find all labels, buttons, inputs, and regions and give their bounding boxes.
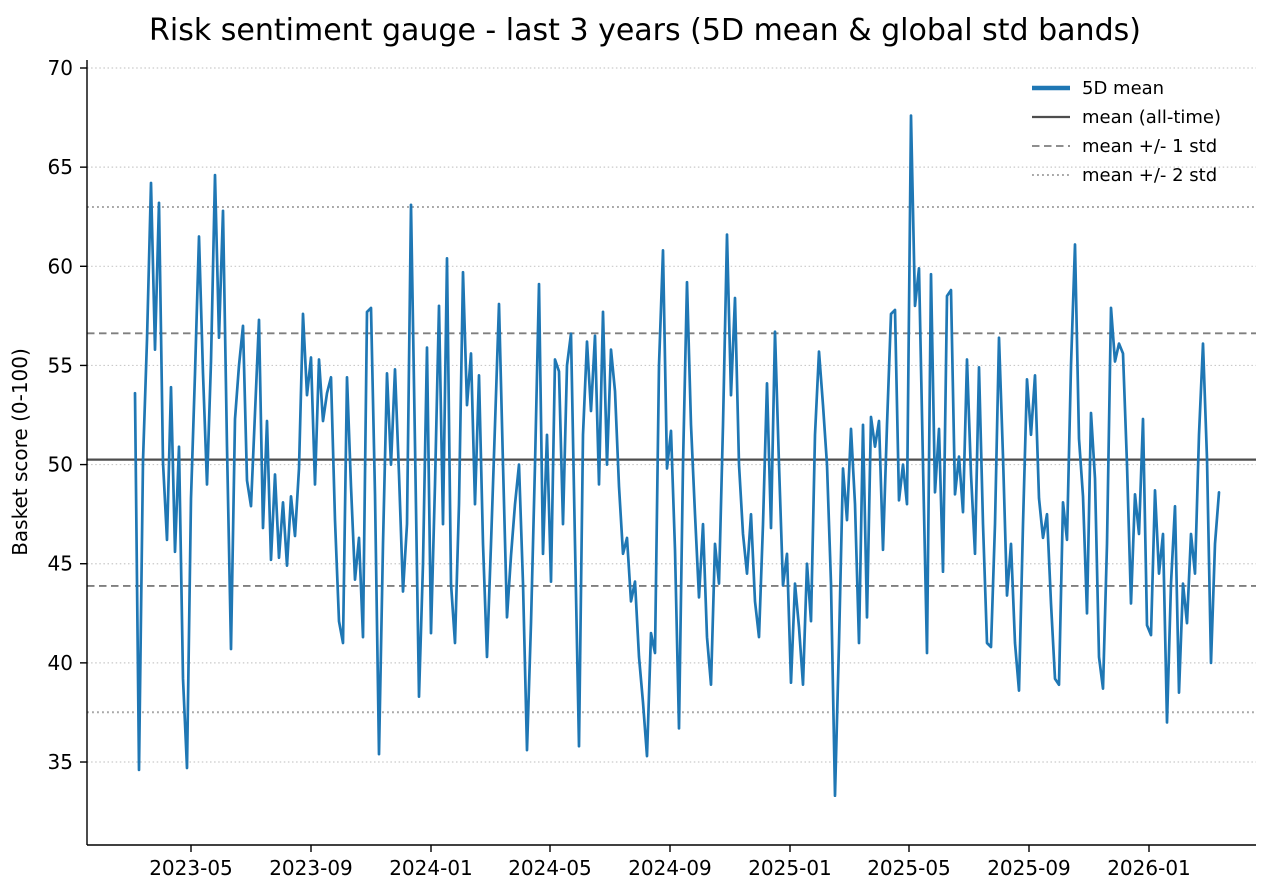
y-tick-label: 65: [48, 155, 73, 179]
y-tick-label: 70: [48, 56, 73, 80]
y-tick-label: 45: [48, 552, 73, 576]
y-tick-label: 50: [48, 453, 73, 477]
x-tick-label: 2026-01: [1107, 856, 1191, 880]
series-layer: [133, 114, 1221, 798]
x-tick-label: 2024-05: [508, 856, 592, 880]
y-tick-label: 40: [48, 651, 73, 675]
legend-label: mean (all-time): [1082, 107, 1221, 128]
legend: 5D mean mean (all-time) mean +/- 1 std mean…: [1032, 78, 1221, 186]
x-tick-label: 2025-01: [748, 856, 832, 880]
y-tick-label: 35: [48, 750, 73, 774]
legend-label: mean +/- 2 std: [1082, 165, 1217, 186]
axis-layer: [80, 60, 1256, 852]
y-tick-label: 60: [48, 254, 73, 278]
tick-label-layer: 35 40 45 50 55 60 65 70 2023-05 2023-09 2024-01 202…: [48, 56, 1191, 880]
chart-title: Risk sentiment gauge - last 3 years (5D …: [149, 13, 1141, 48]
grid-layer: [87, 67, 1256, 763]
x-tick-label: 2024-01: [389, 856, 473, 880]
x-tick-label: 2023-09: [269, 856, 353, 880]
legend-label: mean +/- 1 std: [1082, 136, 1217, 157]
x-tick-label: 2025-05: [867, 856, 951, 880]
x-tick-label: 2024-09: [628, 856, 712, 880]
x-tick-label: 2023-05: [149, 856, 233, 880]
legend-label: 5D mean: [1082, 78, 1164, 99]
y-tick-label: 55: [48, 353, 73, 377]
x-tick-label: 2025-09: [987, 856, 1071, 880]
series-5d-mean: [133, 114, 1221, 798]
y-axis-label: Basket score (0-100): [8, 348, 32, 556]
